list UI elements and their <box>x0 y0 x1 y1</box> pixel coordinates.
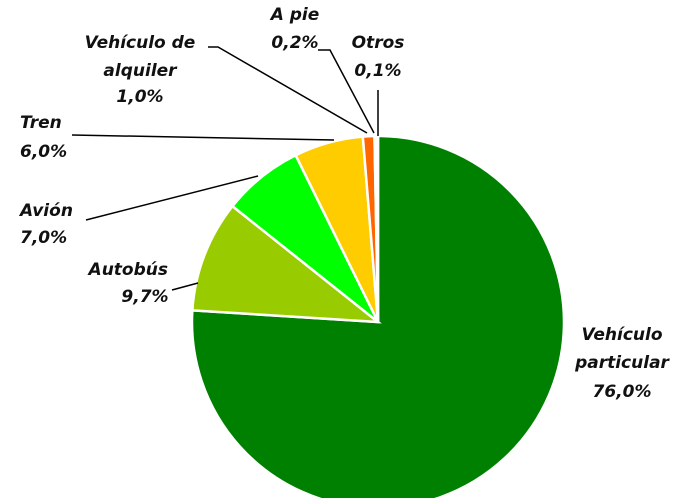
slice-label: Otros <box>352 33 405 53</box>
slice-label: Tren <box>20 113 62 133</box>
leader-line <box>318 49 375 134</box>
value-label: 76,0% <box>593 382 652 402</box>
leader-line <box>171 282 199 291</box>
leader-line <box>71 134 335 141</box>
value-label: 7,0% <box>20 228 67 248</box>
slice-label: Autobús <box>87 260 168 280</box>
slice-label: Vehículo particular <box>574 325 670 373</box>
leader-line <box>208 46 368 134</box>
slice-label: Vehículo de alquiler <box>85 33 196 81</box>
pie-slice <box>191 204 382 324</box>
leader-line <box>85 175 259 221</box>
value-label: 6,0% <box>20 142 67 162</box>
value-label: 9,7% <box>121 287 168 307</box>
value-label: 1,0% <box>116 87 163 107</box>
slice-label: Avión <box>18 201 73 221</box>
pie-slice <box>375 134 380 323</box>
value-label: 0,1% <box>354 61 401 81</box>
value-label: 0,2% <box>271 33 318 53</box>
slice-label: A pie <box>269 5 320 25</box>
